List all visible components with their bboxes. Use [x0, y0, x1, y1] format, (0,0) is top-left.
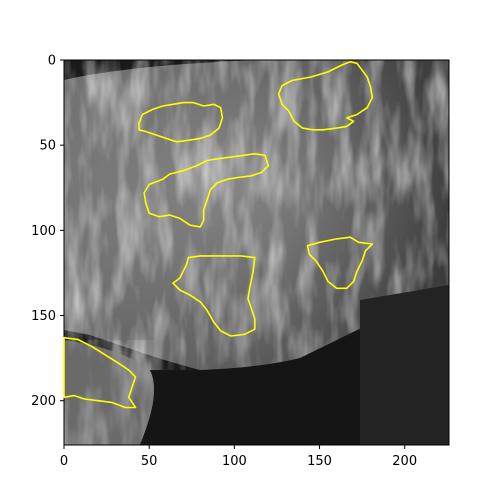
region-upper-right-contour: [277, 60, 374, 131]
axes-frame: [63, 59, 450, 446]
y-tick-label: 100: [31, 224, 56, 239]
y-axis-ticks: 0 50 100 150 200: [31, 54, 64, 409]
x-tick-label: 150: [307, 454, 332, 469]
region-lower-left-contour: [63, 336, 137, 409]
x-tick-label: 50: [141, 454, 158, 469]
x-tick-label: 0: [60, 454, 68, 469]
region-lower-middle-contour: [172, 255, 256, 337]
y-tick-label: 50: [39, 139, 56, 154]
region-center-contour: [143, 152, 270, 228]
contour-layer: [63, 60, 374, 409]
x-tick-label: 100: [222, 454, 247, 469]
xray-image: [64, 60, 449, 445]
region-right-middle-contour: [306, 236, 374, 290]
x-axis-ticks: 0 50 100 150 200: [60, 445, 417, 469]
y-tick-label: 0: [48, 54, 56, 69]
y-tick-label: 200: [31, 394, 56, 409]
x-tick-label: 200: [392, 454, 417, 469]
y-tick-label: 150: [31, 309, 56, 324]
region-upper-left-contour: [138, 101, 224, 143]
